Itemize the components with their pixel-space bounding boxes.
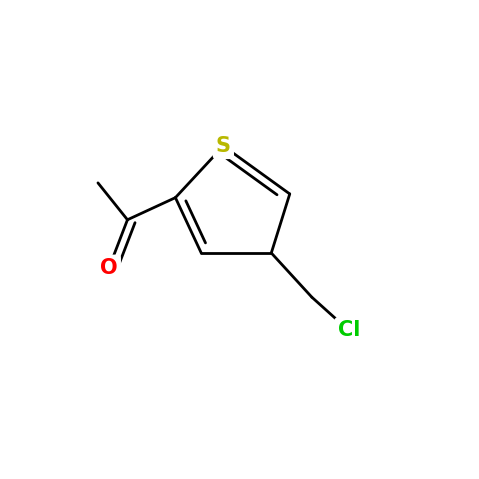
Text: S: S [216, 136, 231, 156]
Text: O: O [100, 258, 118, 278]
Text: Cl: Cl [338, 320, 360, 341]
